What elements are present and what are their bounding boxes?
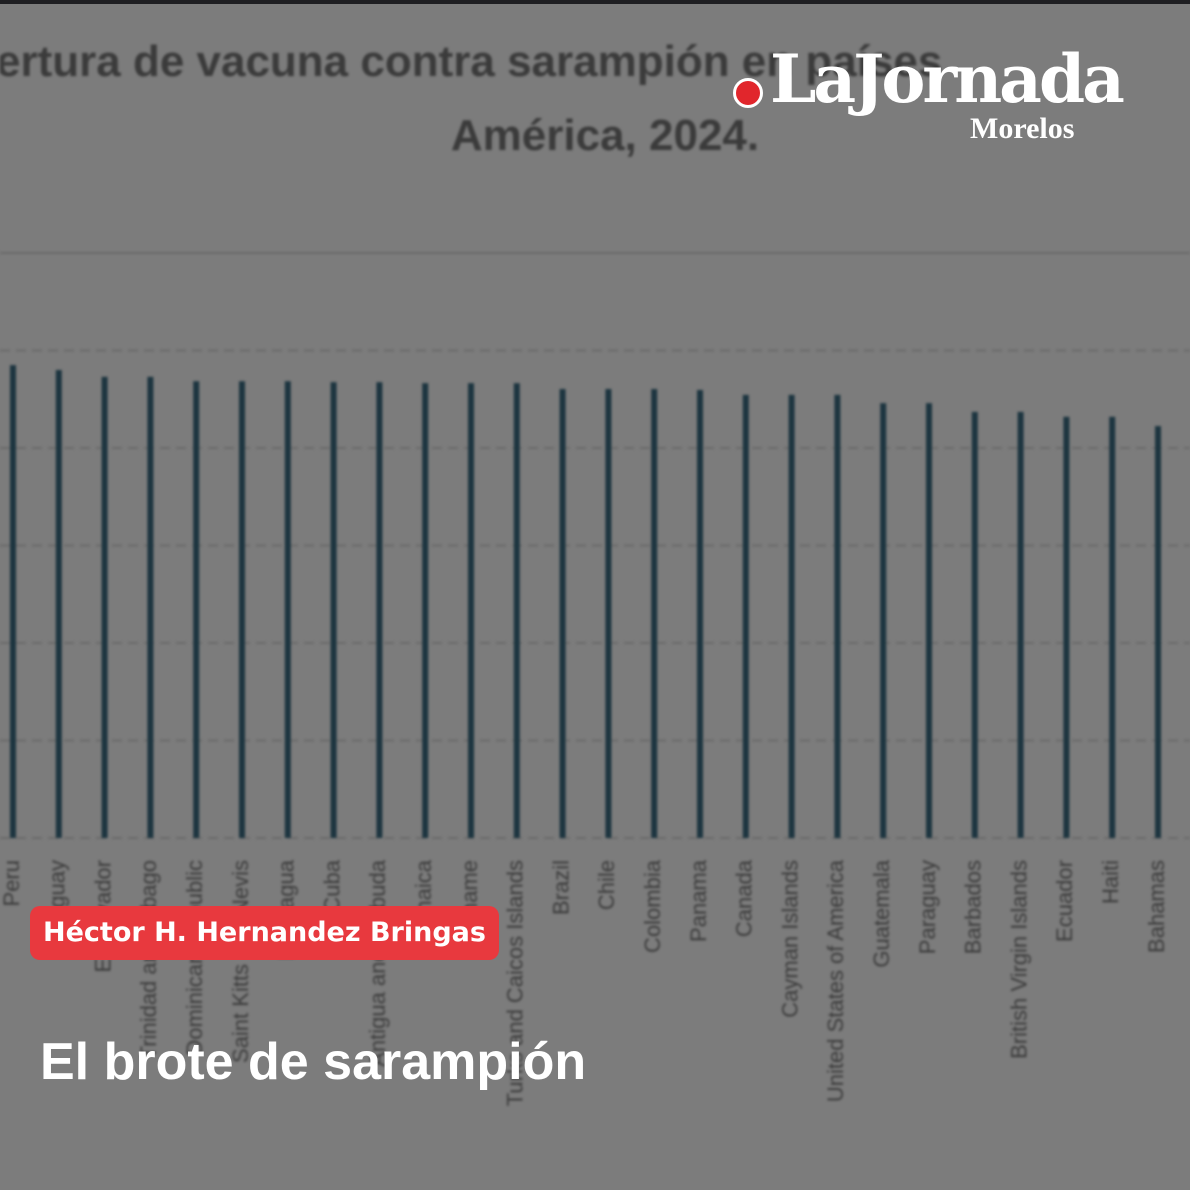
x-tick-label: Bahamas (1144, 860, 1169, 953)
bar (330, 382, 337, 838)
x-tick-label: Colombia (640, 859, 665, 953)
bar (239, 381, 245, 838)
bar (788, 394, 795, 838)
bar (10, 365, 16, 838)
x-tick-label: Haiti (1098, 860, 1123, 904)
bar (971, 411, 978, 838)
x-tick-label: British Virgin Islands (1006, 860, 1031, 1059)
bar (605, 389, 612, 838)
x-tick-label: Ecuador (1052, 860, 1077, 942)
bar (1063, 416, 1070, 838)
bar (468, 383, 474, 838)
chart-title: ertura de vacuna contra sarampión en paí… (0, 37, 942, 86)
x-tick-label: Barbados (961, 860, 986, 954)
x-tick-label: Chile (594, 860, 619, 910)
x-tick-label: Brazil (548, 860, 573, 915)
x-tick-label: Saint Kitts and Nevis (228, 860, 253, 1063)
x-tick-label: Cayman Islands (777, 860, 802, 1018)
x-tick-label: Turks and Caicos Islands (503, 860, 528, 1106)
x-tick-label: Paraguay (915, 860, 940, 954)
bar (376, 382, 383, 838)
bar (101, 376, 108, 838)
logo-edition: Morelos (970, 112, 1075, 145)
bar (193, 381, 200, 838)
headline[interactable]: El brote de sarampión (40, 1033, 587, 1091)
bar (1155, 426, 1161, 838)
x-tick-label: Guatemala (869, 859, 894, 967)
bar (880, 403, 887, 838)
bar (284, 381, 291, 838)
bar (1109, 416, 1116, 838)
bar (834, 394, 841, 838)
bar (422, 383, 429, 838)
bar (513, 383, 520, 838)
x-tick-label: Peru (0, 860, 24, 906)
bar (1017, 411, 1024, 838)
bar (926, 403, 932, 838)
x-tick-label: United States of America (823, 859, 848, 1102)
bar (147, 376, 154, 838)
bar (559, 389, 566, 838)
x-tick-label: Cuba (319, 859, 344, 912)
logo-name: LaJornada (770, 40, 1125, 118)
logo-icon (733, 78, 763, 108)
bar (742, 394, 749, 838)
bar (651, 389, 658, 838)
bar (697, 389, 703, 838)
bar (55, 370, 62, 838)
logo[interactable]: LaJornada Morelos (730, 40, 1170, 150)
x-tick-label: Panama (686, 859, 711, 942)
top-bar (0, 0, 1190, 4)
x-tick-label: Canada (732, 859, 757, 937)
author-tag[interactable]: Héctor H. Hernandez Bringas (30, 906, 499, 960)
chart-title: América, 2024. (451, 111, 759, 160)
x-tick-label: Antigua and Barbuda (365, 859, 390, 1066)
